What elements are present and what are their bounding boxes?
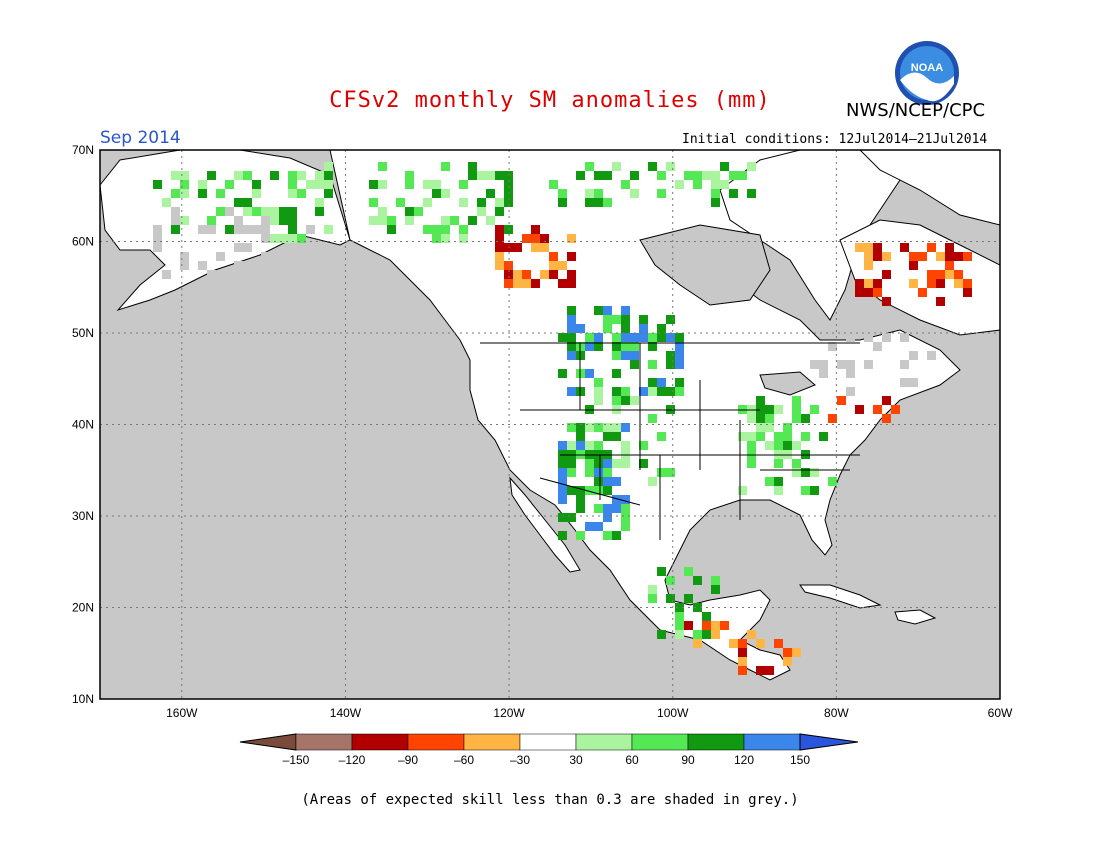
political-boundaries <box>480 342 860 540</box>
colorbar-swatch <box>463 733 521 751</box>
colorbar-label: –90 <box>398 753 418 767</box>
colorbar-label: 150 <box>790 753 810 767</box>
organization-label: NWS/NCEP/CPC <box>846 100 986 121</box>
colorbar-label: –60 <box>454 753 474 767</box>
map-title: CFSv2 monthly SM anomalies (mm) <box>329 88 771 113</box>
longitude-label: 140W <box>330 706 362 720</box>
latitude-label: 10N <box>72 692 94 706</box>
latitude-label: 70N <box>72 143 94 157</box>
colorbar-swatch <box>351 733 409 751</box>
longitude-label: 100W <box>657 706 689 720</box>
latitude-label: 30N <box>72 509 94 523</box>
colorbar-label: 90 <box>681 753 695 767</box>
colorbar-swatch <box>743 733 801 751</box>
longitude-labels: 160W 140W 120W 100W 80W 60W <box>166 706 1013 720</box>
graticule <box>100 150 1000 699</box>
colorbar-swatch <box>687 733 745 751</box>
longitude-label: 160W <box>166 706 198 720</box>
colorbar-swatch <box>295 733 353 751</box>
colorbar-labels: –150 –120 –90 –60 –30 30 60 90 120 150 <box>283 753 811 767</box>
valid-month: Sep 2014 <box>100 128 181 148</box>
hudson-bay <box>639 224 771 306</box>
initial-conditions: Initial conditions: 12Jul2014–21Jul2014 <box>682 132 988 147</box>
latitude-label: 40N <box>72 418 94 432</box>
noaa-logo: NOAA <box>895 41 959 105</box>
colorbar-swatch <box>407 733 465 751</box>
latitude-label: 50N <box>72 326 94 340</box>
latitude-label: 20N <box>72 601 94 615</box>
colorbar-swatch <box>631 733 689 751</box>
longitude-label: 60W <box>988 706 1013 720</box>
colorbar-label: –30 <box>510 753 530 767</box>
colorbar-low-arrow <box>239 733 297 751</box>
colorbar-label: –120 <box>339 753 366 767</box>
great-lakes <box>759 371 816 396</box>
colorbar-label: 30 <box>569 753 583 767</box>
longitude-label: 80W <box>824 706 849 720</box>
colorbar-label: 120 <box>734 753 754 767</box>
logo-text: NOAA <box>911 62 943 74</box>
colorbar-label: 60 <box>625 753 639 767</box>
colorbar-high-arrow <box>799 733 859 751</box>
colorbar-swatch <box>575 733 633 751</box>
longitude-label: 120W <box>493 706 525 720</box>
colorbar <box>239 733 859 751</box>
colorbar-label: –150 <box>283 753 310 767</box>
latitude-labels: 70N 60N 50N 40N 30N 20N 10N <box>72 143 94 706</box>
colorbar-swatch <box>519 733 577 751</box>
map-frame <box>99 149 1001 700</box>
skill-note: (Areas of expected skill less than 0.3 a… <box>301 792 799 808</box>
latitude-label: 60N <box>72 235 94 249</box>
